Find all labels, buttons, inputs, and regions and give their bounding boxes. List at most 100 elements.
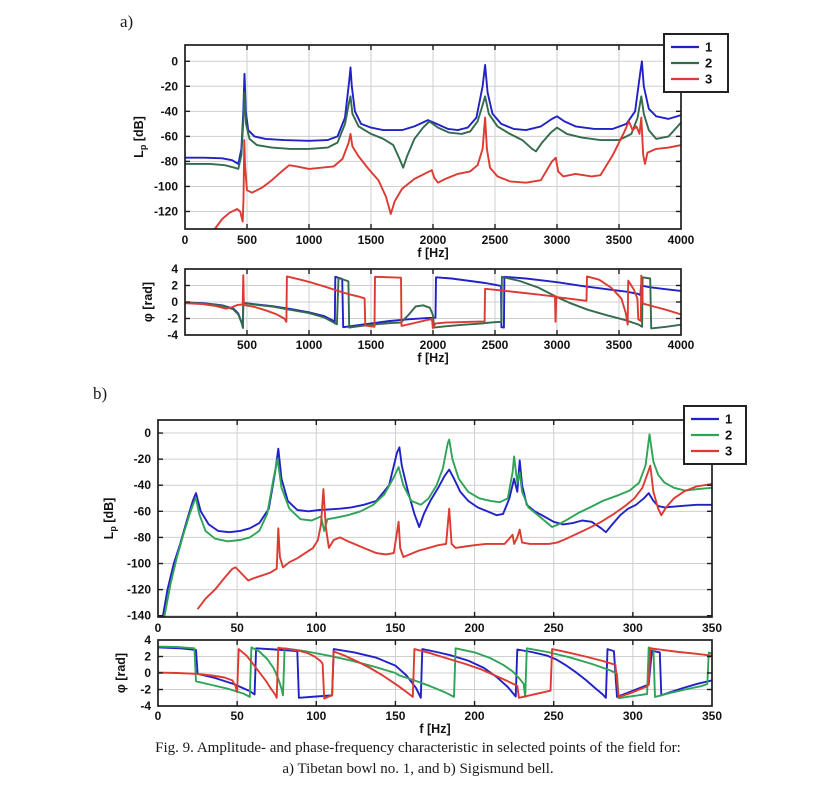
svg-text:0: 0 xyxy=(171,54,178,68)
panel-a-label: a) xyxy=(120,12,134,31)
b-amplitude-plot-legend: 123 xyxy=(683,405,747,465)
svg-text:-100: -100 xyxy=(154,179,178,193)
svg-text:0: 0 xyxy=(144,666,151,680)
grid xyxy=(185,45,681,229)
figure-caption: Fig. 9. Amplitude- and phase-frequency c… xyxy=(0,738,836,780)
svg-text:4: 4 xyxy=(171,262,178,276)
svg-text:-100: -100 xyxy=(127,557,151,571)
svg-text:200: 200 xyxy=(465,709,485,723)
svg-text:0: 0 xyxy=(155,621,162,635)
svg-text:200: 200 xyxy=(465,621,485,635)
tick-labels: 500 1000 1500 2000 2500 3000 3500 4000 4 2 0 -2 -4 xyxy=(167,262,694,352)
svg-text:2500: 2500 xyxy=(482,233,509,247)
y-axis-label: Lp [dB] xyxy=(132,116,148,158)
svg-text:500: 500 xyxy=(237,233,257,247)
svg-text:-20: -20 xyxy=(161,79,179,93)
svg-text:2: 2 xyxy=(144,650,151,664)
axes-frame xyxy=(157,419,713,618)
svg-text:2000: 2000 xyxy=(420,338,447,352)
tick-marks xyxy=(158,420,712,617)
svg-text:1000: 1000 xyxy=(296,233,323,247)
caption-line-2: a) Tibetan bowl no. 1, and b) Sigismund … xyxy=(282,761,554,777)
svg-text:-2: -2 xyxy=(140,683,151,697)
b-phase-plot-curve-2 xyxy=(158,645,712,700)
svg-text:2: 2 xyxy=(171,279,178,293)
svg-text:-40: -40 xyxy=(161,104,179,118)
grid xyxy=(185,269,681,335)
svg-text:4: 4 xyxy=(144,633,151,647)
legend-label-3: 3 xyxy=(725,444,732,459)
b-phase-plot-curve-3 xyxy=(158,646,712,700)
legend-label-2: 2 xyxy=(725,428,732,443)
b-amplitude-plot-curve-2 xyxy=(163,433,712,617)
svg-text:3500: 3500 xyxy=(606,338,633,352)
panel-b-label: b) xyxy=(93,384,108,403)
svg-text:0: 0 xyxy=(171,295,178,309)
svg-text:350: 350 xyxy=(702,709,722,723)
x-axis-label: f [Hz] xyxy=(419,722,450,736)
tick-labels: 0 50 100 150 200 250 300 350 0 -20 -40 -60 -80 -100 -1… xyxy=(127,426,722,635)
tick-marks xyxy=(185,269,681,335)
svg-text:0: 0 xyxy=(144,426,151,440)
svg-text:2000: 2000 xyxy=(420,233,447,247)
svg-text:3500: 3500 xyxy=(606,233,633,247)
svg-text:500: 500 xyxy=(237,338,257,352)
caption-line-1: Fig. 9. Amplitude- and phase-frequency c… xyxy=(155,740,681,756)
svg-text:0: 0 xyxy=(155,709,162,723)
svg-text:-80: -80 xyxy=(161,154,179,168)
a-amplitude-plot-curve-2 xyxy=(185,91,681,170)
tick-marks xyxy=(158,640,712,706)
b-amplitude-plot-curve-3 xyxy=(196,464,712,610)
svg-text:-2: -2 xyxy=(167,312,178,326)
legend-label-3: 3 xyxy=(705,72,712,87)
tick-marks xyxy=(185,45,681,229)
legend-label-1: 1 xyxy=(725,412,732,427)
svg-text:-4: -4 xyxy=(140,699,151,713)
svg-text:300: 300 xyxy=(623,621,643,635)
svg-text:-40: -40 xyxy=(134,478,152,492)
svg-text:350: 350 xyxy=(702,621,722,635)
svg-text:50: 50 xyxy=(230,621,244,635)
svg-text:-4: -4 xyxy=(167,328,178,342)
x-axis-label: f [Hz] xyxy=(417,351,448,365)
svg-text:-20: -20 xyxy=(134,452,152,466)
svg-text:0: 0 xyxy=(182,233,189,247)
svg-text:-120: -120 xyxy=(127,583,151,597)
svg-text:1500: 1500 xyxy=(358,338,385,352)
legend-label-1: 1 xyxy=(705,40,712,55)
a-amplitude-plot-curve-3 xyxy=(214,116,681,229)
a-phase-plot-curve-3 xyxy=(185,274,681,329)
svg-text:250: 250 xyxy=(544,621,564,635)
svg-text:150: 150 xyxy=(385,621,405,635)
svg-text:4000: 4000 xyxy=(668,233,695,247)
b-amplitude-plot: 0 50 100 150 200 250 300 350 0 -20 -40 -60 -80 -100 -1… xyxy=(102,405,747,635)
a-amplitude-plot: 0 500 1000 1500 2000 2500 3000 3500 4000 0 -20 -40 -… xyxy=(132,33,729,260)
x-axis-label: f [Hz] xyxy=(417,246,448,260)
svg-text:2500: 2500 xyxy=(482,338,509,352)
a-amplitude-plot-legend: 123 xyxy=(663,33,729,93)
tick-labels: 0 500 1000 1500 2000 2500 3000 3500 4000 0 -20 -40 -… xyxy=(154,54,695,247)
svg-text:-60: -60 xyxy=(134,504,152,518)
svg-text:-120: -120 xyxy=(154,204,178,218)
svg-text:300: 300 xyxy=(623,709,643,723)
svg-text:-140: -140 xyxy=(127,609,151,623)
svg-text:-60: -60 xyxy=(161,129,179,143)
svg-text:1500: 1500 xyxy=(358,233,385,247)
tick-labels: 0 50 100 150 200 250 300 350 4 2 0 -2 -4 xyxy=(140,633,722,723)
legend-label-2: 2 xyxy=(705,56,712,71)
svg-text:-80: -80 xyxy=(134,530,152,544)
svg-text:3000: 3000 xyxy=(544,338,571,352)
svg-text:100: 100 xyxy=(306,709,326,723)
svg-text:3000: 3000 xyxy=(544,233,571,247)
svg-text:50: 50 xyxy=(230,709,244,723)
svg-text:100: 100 xyxy=(306,621,326,635)
svg-text:150: 150 xyxy=(385,709,405,723)
y-axis-label: Lp [dB] xyxy=(102,498,118,540)
svg-text:1000: 1000 xyxy=(296,338,323,352)
b-amplitude-plot-curve-1 xyxy=(161,446,712,617)
a-phase-plot-curve-2 xyxy=(185,275,681,330)
svg-text:250: 250 xyxy=(544,709,564,723)
y-axis-label: φ [rad] xyxy=(114,653,128,693)
